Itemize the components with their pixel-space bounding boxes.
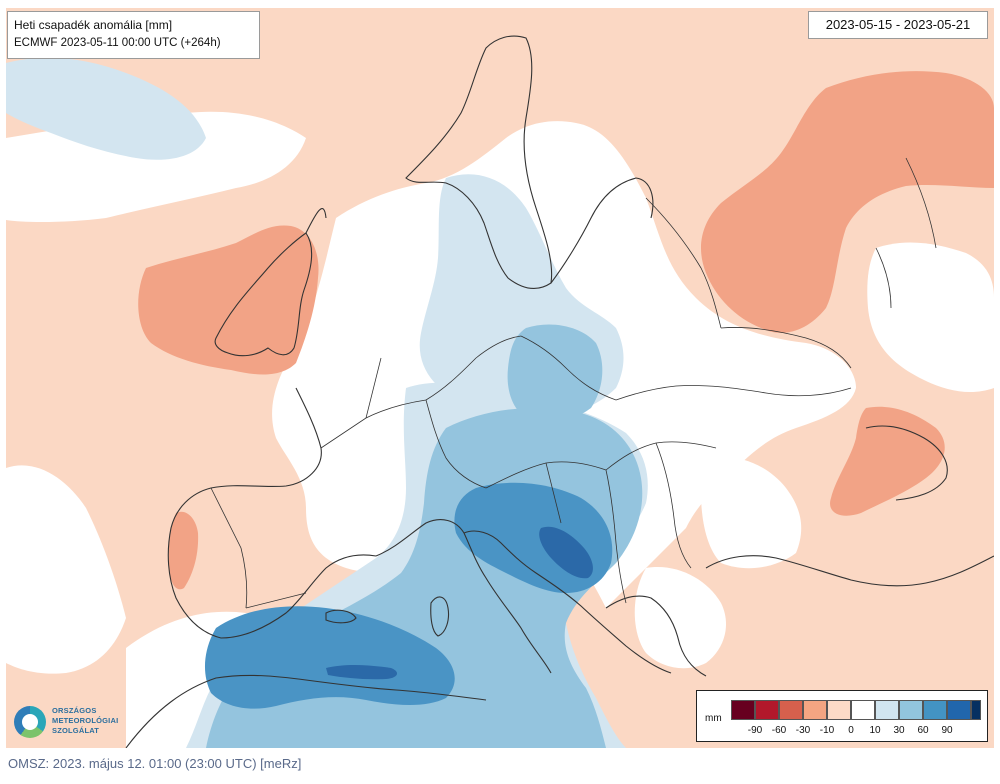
legend-swatch-9 xyxy=(947,700,971,720)
legend-tick: 60 xyxy=(917,725,929,736)
country-borders xyxy=(210,157,937,609)
neutral-greece xyxy=(634,567,726,669)
legend-swatch-10 xyxy=(971,700,981,720)
wet-light-northwest xyxy=(6,57,206,160)
footer-caption: OMSZ: 2023. május 12. 01:00 (23:00 UTC) … xyxy=(8,756,302,771)
legend-swatch-2 xyxy=(779,700,803,720)
dry-medium-russia xyxy=(701,71,994,333)
map-title: Heti csapadék anomália [mm] xyxy=(14,18,173,32)
map-title-box: Heti csapadék anomália [mm] ECMWF 2023-0… xyxy=(7,11,260,59)
legend-swatch-6 xyxy=(875,700,899,720)
logo-line-2: METEOROLÓGIAI xyxy=(52,716,119,725)
legend-swatch-8 xyxy=(923,700,947,720)
legend-unit: mm xyxy=(705,713,722,724)
logo-line-1: ORSZÁGOS xyxy=(52,706,97,715)
map-canvas xyxy=(6,8,994,748)
wet-medium-poland xyxy=(507,324,603,423)
date-range: 2023-05-15 - 2023-05-21 xyxy=(825,17,971,32)
legend-swatch-1 xyxy=(755,700,779,720)
legend-swatch-3 xyxy=(803,700,827,720)
legend-tick: -90 xyxy=(747,725,763,736)
legend-tick: 0 xyxy=(848,725,854,736)
legend-tick: 30 xyxy=(893,725,905,736)
legend-swatch-4 xyxy=(827,700,851,720)
neutral-east-1 xyxy=(867,242,994,393)
logo-line-3: SZOLGÁLAT xyxy=(52,726,100,735)
wet-very-strong-dalmatia xyxy=(539,526,593,579)
neutral-iberia-west xyxy=(6,465,126,674)
model-run-info: ECMWF 2023-05-11 00:00 UTC (+264h) xyxy=(14,37,221,49)
legend-tick: -10 xyxy=(819,725,835,736)
legend-swatch-0 xyxy=(731,700,755,720)
omsz-logo: ORSZÁGOS METEOROLÓGIAI SZOLGÁLAT xyxy=(12,703,128,745)
color-legend: mm -90 -60 -30 -10 0 10 30 60 90 xyxy=(696,690,988,742)
wet-very-strong-algeria xyxy=(326,664,398,680)
logo-swirl-icon xyxy=(14,706,46,738)
date-range-box: 2023-05-15 - 2023-05-21 xyxy=(808,11,988,39)
neutral-balkans-east xyxy=(701,456,802,569)
dry-medium-portugal xyxy=(168,511,199,590)
legend-swatch-7 xyxy=(899,700,923,720)
anomaly-map xyxy=(6,8,994,748)
coastlines xyxy=(125,35,994,748)
legend-tick: -60 xyxy=(771,725,787,736)
wet-strong-med-west xyxy=(204,606,455,709)
legend-tick: 10 xyxy=(869,725,881,736)
legend-tick: 90 xyxy=(941,725,953,736)
legend-swatch-5 xyxy=(851,700,875,720)
legend-tick: -30 xyxy=(795,725,811,736)
